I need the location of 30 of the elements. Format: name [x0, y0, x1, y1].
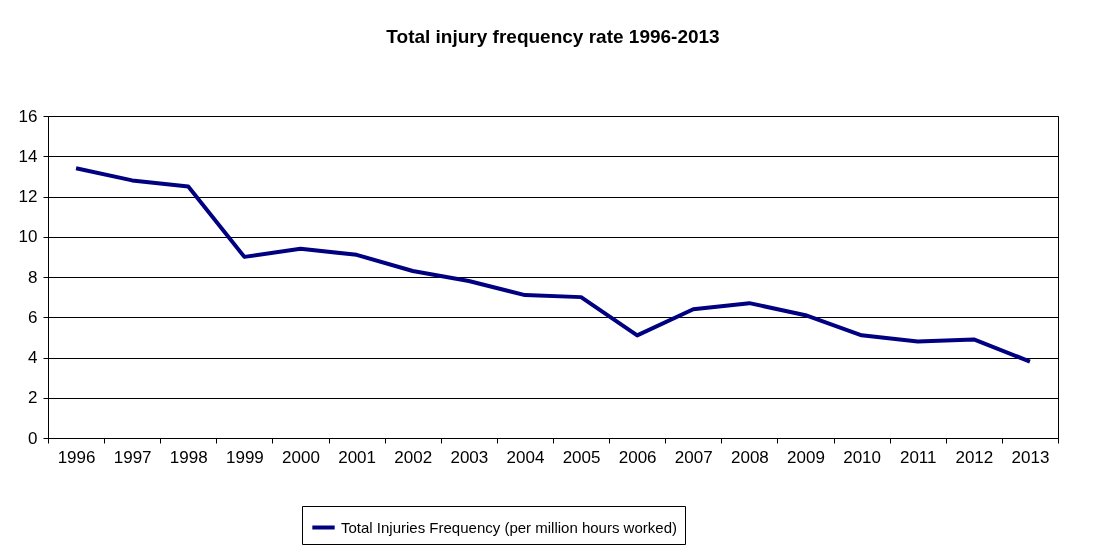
y-tick-label: 16	[18, 106, 38, 126]
line-series	[74, 166, 1032, 364]
y-tick-label: 6	[28, 307, 38, 327]
x-tick-label: 2007	[674, 447, 713, 467]
y-tick-label: 12	[18, 187, 38, 206]
x-tick-label: 1997	[113, 447, 152, 467]
x-tick-label: 2012	[955, 447, 994, 467]
chart-title: Total injury frequency rate 1996-2013	[386, 26, 720, 47]
x-tick-label: 2002	[394, 447, 433, 467]
y-tick-label: 2	[28, 388, 38, 408]
y-tick-label: 8	[28, 267, 38, 287]
x-tick-label: 2013	[1011, 447, 1050, 467]
x-tick-label: 1998	[169, 447, 208, 467]
x-tick-label: 2010	[843, 447, 882, 467]
x-tick-label: 2008	[730, 447, 769, 467]
y-tick-label: 14	[18, 146, 38, 166]
x-tick-label: 2001	[338, 447, 377, 467]
y-tick-label: 10	[18, 227, 38, 247]
x-tick-label: 1999	[225, 447, 264, 467]
x-tick-label: 2004	[506, 447, 545, 467]
legend-label: Total Injuries Frequency (per million hours worked)	[341, 518, 677, 536]
x-tick-label: 2011	[899, 447, 937, 467]
x-tick-label: 2005	[562, 447, 601, 467]
x-tick-label: 1996	[57, 447, 96, 467]
x-tick-label: 2003	[450, 447, 489, 467]
x-tick-label: 2000	[282, 447, 320, 467]
x-tick-label: 2006	[618, 447, 657, 467]
y-tick-label: 0	[28, 428, 38, 448]
y-tick-label: 4	[28, 348, 38, 367]
x-tick-label: 2009	[787, 447, 825, 467]
